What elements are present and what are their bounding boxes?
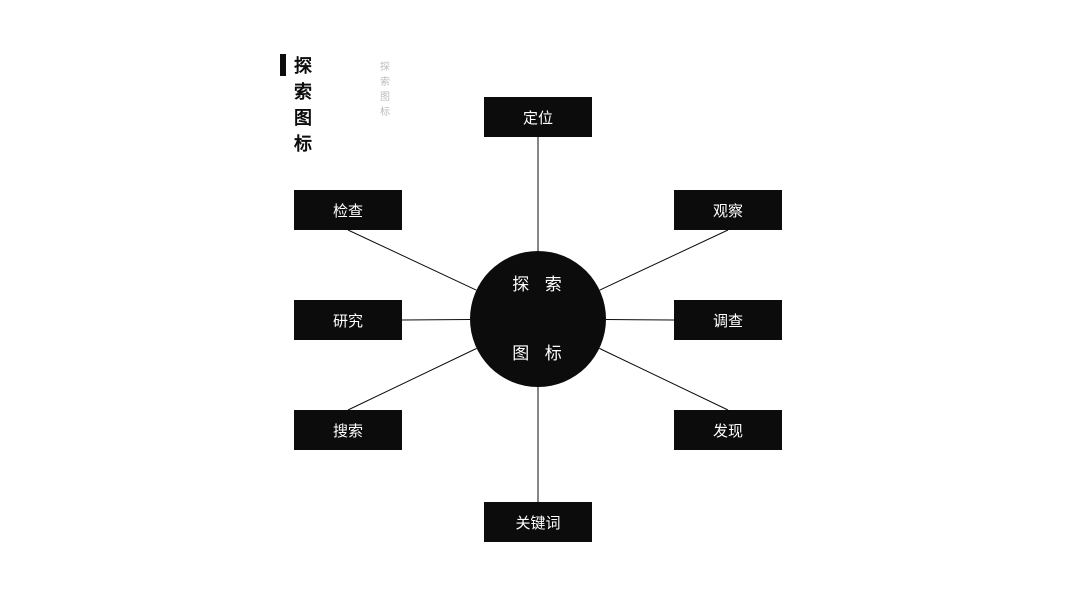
node-left-bot: 搜索 bbox=[294, 410, 402, 450]
node-right-top: 观察 bbox=[674, 190, 782, 230]
center-node-label: 探 索 图 标 bbox=[512, 227, 563, 411]
header-accent-bar bbox=[280, 54, 286, 76]
node-label: 检查 bbox=[333, 200, 363, 221]
diagram-stage: 探索图标 探索图标 探 索 图 标 定位 检查 研究 搜索 观察 调查 发现 关… bbox=[0, 0, 1080, 608]
header-subtitle: 探索图标 bbox=[380, 58, 390, 118]
center-node-label-line2: 图 标 bbox=[512, 342, 563, 365]
edge bbox=[606, 320, 674, 321]
node-label: 观察 bbox=[713, 200, 743, 221]
node-label: 关键词 bbox=[515, 512, 560, 533]
header-title: 探索图标 bbox=[294, 52, 312, 156]
edge bbox=[600, 230, 728, 290]
node-label: 定位 bbox=[523, 107, 553, 128]
center-node: 探 索 图 标 bbox=[470, 251, 606, 387]
node-label: 搜索 bbox=[333, 420, 363, 441]
node-label: 发现 bbox=[713, 420, 743, 441]
edge bbox=[599, 348, 728, 410]
node-label: 研究 bbox=[333, 310, 363, 331]
node-left-top: 检查 bbox=[294, 190, 402, 230]
center-node-label-line1: 探 索 bbox=[512, 273, 563, 296]
node-right-mid: 调查 bbox=[674, 300, 782, 340]
node-label: 调查 bbox=[713, 310, 743, 331]
edge bbox=[402, 320, 470, 321]
node-right-bot: 发现 bbox=[674, 410, 782, 450]
edge bbox=[348, 348, 477, 410]
edge bbox=[348, 230, 476, 290]
node-top: 定位 bbox=[484, 97, 592, 137]
node-left-mid: 研究 bbox=[294, 300, 402, 340]
node-bottom: 关键词 bbox=[484, 502, 592, 542]
